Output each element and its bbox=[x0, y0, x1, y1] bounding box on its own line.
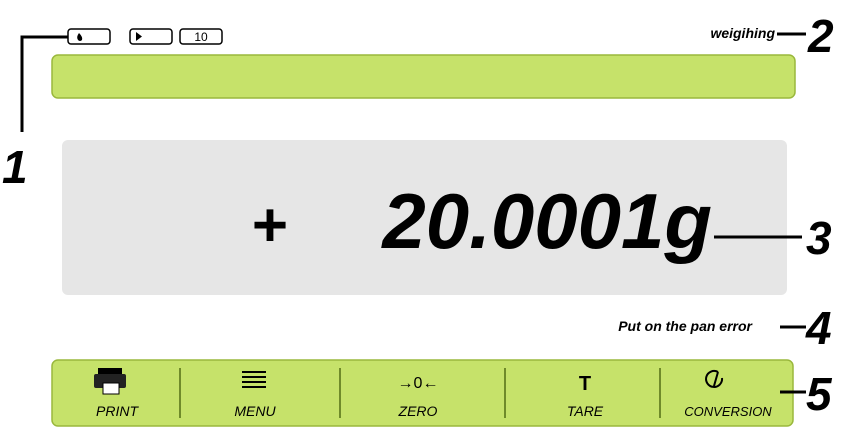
battery-indicator bbox=[67, 28, 111, 45]
zero-icon[interactable]: →0← bbox=[398, 375, 439, 392]
tare-button[interactable]: TARE bbox=[567, 403, 604, 419]
play-indicator bbox=[129, 28, 173, 45]
callout: 2 bbox=[807, 10, 834, 62]
callout: 3 bbox=[806, 212, 832, 264]
counter: 10 bbox=[194, 30, 208, 44]
counter-box bbox=[179, 28, 223, 45]
sign: + bbox=[252, 191, 288, 260]
play-icon bbox=[136, 32, 142, 41]
mode-label: weigihing bbox=[710, 25, 775, 41]
conversion-button[interactable]: CONVERSION bbox=[684, 404, 772, 419]
leader-line bbox=[20, 35, 68, 132]
reading-panel bbox=[62, 140, 787, 295]
menu-icon[interactable] bbox=[242, 371, 266, 388]
callout: 4 bbox=[805, 302, 832, 354]
tare-icon[interactable]: T bbox=[579, 373, 591, 395]
status-bar bbox=[51, 54, 796, 99]
conversion-icon[interactable] bbox=[705, 369, 724, 388]
reading: 20.0001g bbox=[380, 177, 712, 265]
print-icon[interactable] bbox=[94, 368, 126, 395]
callout: 5 bbox=[806, 368, 833, 420]
print-button[interactable]: PRINT bbox=[96, 403, 139, 419]
separators bbox=[179, 368, 661, 418]
message: Put on the pan error bbox=[618, 318, 753, 334]
menu-button[interactable]: MENU bbox=[234, 403, 276, 419]
drop-icon bbox=[77, 33, 83, 41]
callout: 1 bbox=[2, 141, 28, 193]
zero-button[interactable]: ZERO bbox=[398, 403, 438, 419]
